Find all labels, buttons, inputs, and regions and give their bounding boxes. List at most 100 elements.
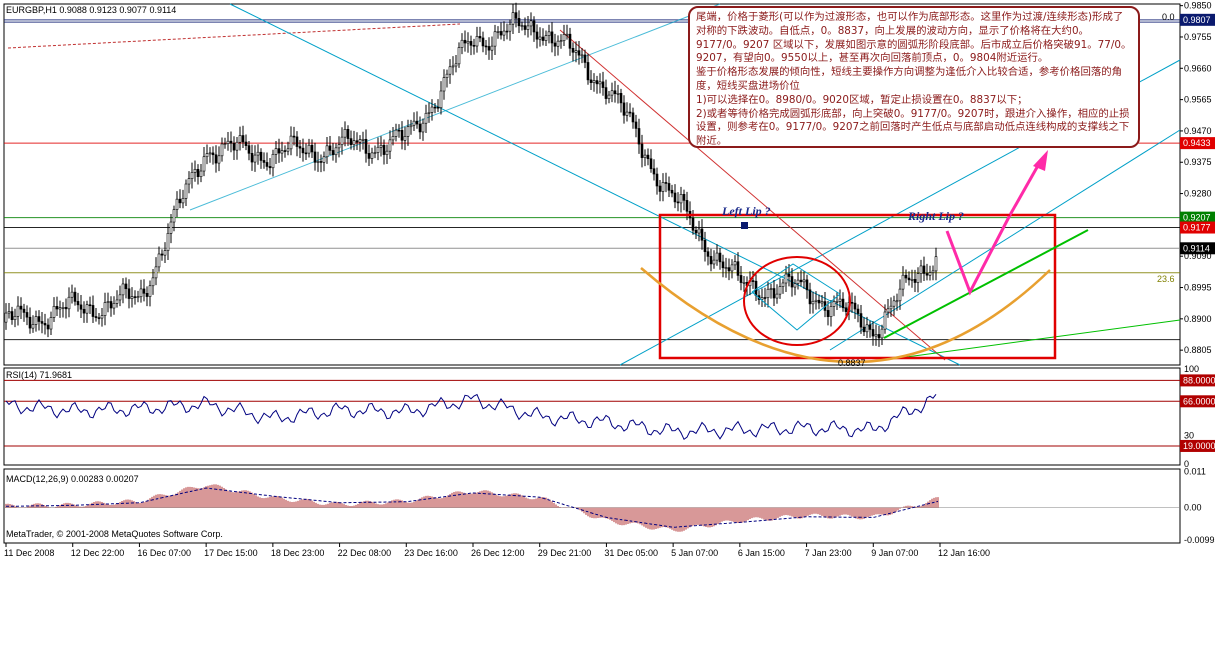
candle-body — [877, 334, 881, 339]
candle-body — [280, 150, 284, 154]
price-tick-label: 0.8995 — [1184, 283, 1212, 293]
candle-body — [37, 316, 41, 322]
candle-body — [49, 317, 53, 330]
price-label-tag — [1180, 221, 1215, 234]
candle-body — [151, 277, 155, 287]
candle-body — [334, 147, 338, 156]
candle-body — [910, 279, 914, 281]
candle-body — [523, 25, 527, 30]
candle-body — [892, 300, 896, 307]
channel-line-upper — [229, 3, 961, 366]
candle-body — [67, 296, 71, 310]
candle-body — [499, 31, 503, 36]
price-frame — [3, 3, 1181, 366]
candle-body — [196, 168, 200, 177]
projection-arrow-shaft — [1008, 161, 1042, 216]
candle-body — [601, 81, 605, 88]
candle-body — [55, 306, 59, 310]
candle-body — [448, 66, 452, 75]
candle-body — [838, 298, 842, 302]
macd-frame — [3, 468, 1181, 544]
candle-body — [400, 130, 404, 141]
candle-body — [931, 270, 935, 273]
candle-body — [886, 308, 890, 313]
candle-body — [610, 90, 614, 96]
price-label-text: 0.9433 — [1183, 138, 1211, 148]
candle-body — [367, 153, 371, 159]
candle-body — [268, 166, 272, 169]
candle-body — [91, 305, 95, 317]
candle-body — [193, 168, 197, 173]
candle-body — [718, 252, 722, 263]
candle-body — [391, 136, 395, 141]
candle-body — [103, 302, 107, 316]
pattern-box — [658, 213, 1057, 360]
candle-body — [328, 145, 332, 151]
candle-body — [181, 198, 185, 204]
candle-body — [373, 152, 377, 154]
candle-body — [343, 129, 347, 138]
candle-body — [397, 129, 401, 132]
copyright-text: MetaTrader, © 2001-2008 MetaQuotes Softw… — [6, 529, 223, 539]
candle-body — [646, 154, 650, 160]
candle-body — [412, 120, 416, 126]
candle-body — [340, 136, 344, 146]
candle-body — [157, 253, 161, 268]
candle-body — [595, 80, 599, 85]
candle-body — [862, 326, 866, 333]
candle-body — [25, 312, 29, 318]
candle-body — [544, 35, 548, 41]
candle-body — [547, 31, 551, 36]
price-axis: 0.9850 0.9755 0.9660 0.9565 0.9470 0.9375 0.92… — [1180, 1, 1212, 355]
left-lip-label: Left Lip ? — [721, 204, 771, 218]
candle-body — [94, 316, 98, 318]
candle-body — [283, 150, 287, 152]
candle-body — [664, 182, 668, 184]
candle-body — [148, 285, 152, 297]
candle-body — [751, 280, 755, 282]
rsi-axis-tick: 0 — [1184, 459, 1189, 469]
candle-body — [22, 308, 26, 313]
candle-body — [277, 148, 281, 154]
annotation-line: 1)可以选择在0。8980/0。9020区域，暂定止损设置在0。8837以下； — [696, 93, 1028, 106]
candle-body — [235, 141, 239, 151]
candle-body — [46, 324, 50, 330]
candle-body — [316, 161, 320, 163]
candle-body — [433, 106, 437, 109]
annotation-line: 2)或者等待价格完成圆弧形底部，向上突破0。9177/0。9207时，跟进介入操… — [696, 107, 1130, 148]
candle-body — [871, 329, 875, 337]
candle-body — [187, 178, 191, 185]
left-lip-marker-icon — [741, 222, 748, 229]
candle-body — [535, 31, 539, 40]
candle-body — [379, 144, 383, 148]
candle-body — [733, 261, 737, 266]
candle-body — [73, 291, 77, 302]
candle-body — [28, 316, 32, 329]
candle-body — [715, 252, 719, 261]
price-grid — [3, 3, 1181, 366]
candle-body — [13, 315, 17, 320]
candle-body — [508, 23, 512, 32]
time-tick-label: 16 Dec 07:00 — [137, 548, 191, 558]
candle-body — [916, 273, 920, 283]
candle-body — [190, 172, 194, 179]
candle-body — [805, 279, 809, 291]
candle-body — [868, 324, 872, 330]
rsi-level-text: 66.0000 — [1183, 396, 1215, 406]
candle-body — [424, 112, 428, 124]
candle-body — [238, 135, 242, 143]
candle-body — [430, 106, 434, 113]
candle-body — [619, 93, 623, 104]
candle-body — [736, 261, 740, 276]
candle-body — [670, 189, 674, 194]
candle-body — [850, 301, 854, 304]
candle-body — [817, 299, 821, 304]
channel-line-rising-2 — [829, 129, 1181, 351]
candle-body — [232, 142, 236, 151]
candle-body — [799, 279, 803, 283]
candle-body — [628, 111, 632, 114]
candle-body — [169, 221, 173, 234]
candle-body — [922, 265, 926, 274]
candle-body — [676, 201, 680, 204]
